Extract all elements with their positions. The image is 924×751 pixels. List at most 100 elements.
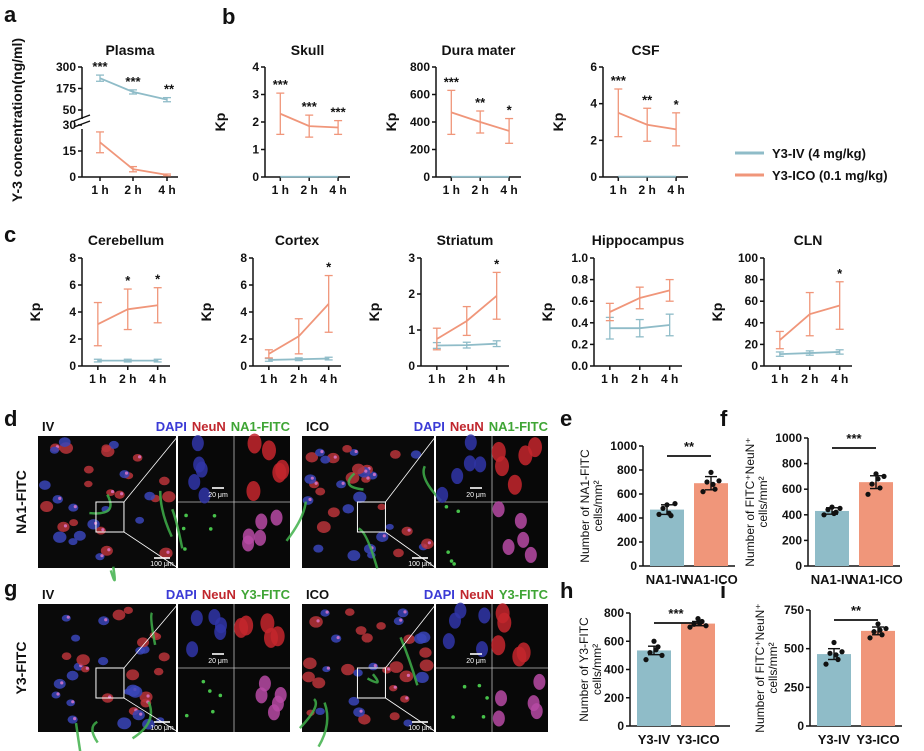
y-tick-label: 800 (604, 606, 624, 620)
chart-title: CLN (794, 232, 823, 248)
y-tick-label: 400 (604, 663, 624, 677)
chart-skull: Skull 0 1 2 3 4 1 h 2 h 4 h Kp *** *** *** (212, 42, 350, 197)
data-point (656, 511, 662, 517)
fitc-vessel (285, 501, 308, 542)
zoom-box (95, 501, 125, 533)
cell-nucleus (342, 504, 354, 514)
significance-marker: * (155, 272, 161, 287)
legend: Y3-IV (4 mg/kg) Y3-ICO (0.1 mg/kg) (735, 146, 888, 183)
cell-nucleus (399, 670, 414, 683)
x-tick-label: 2 h (631, 372, 648, 386)
y-tick-label: 4 (69, 305, 76, 319)
y-tick-label: 250 (784, 680, 804, 694)
cell-nucleus (84, 480, 93, 488)
cell-nucleus (347, 550, 361, 561)
y-axis-label: Kp (550, 113, 566, 132)
inset-neun-cell (507, 474, 522, 495)
inset-merge-cell (514, 512, 527, 529)
bar-ico (861, 630, 895, 726)
chart-cortex: Cortex 0 2 4 6 8 1 h 2 h 4 h Kp * (198, 232, 341, 386)
fitc-vessel (91, 720, 99, 744)
y-tick-label: 0.4 (571, 316, 588, 330)
cell-nucleus (95, 526, 106, 535)
cell-nucleus (331, 634, 342, 643)
y-tick-label: 8 (240, 251, 247, 265)
x-tick-label: 4 h (149, 372, 166, 386)
x-tick-label: 4 h (320, 372, 337, 386)
y-tick-label: 6 (69, 278, 76, 292)
cell-marker (326, 666, 330, 670)
y-tick-label: 20 (745, 337, 759, 351)
cell-nucleus (68, 503, 79, 512)
micrograph-iv: 100 μm 20 μm IV NA1-FITC NeuN DAPI (38, 419, 291, 582)
cell-marker (399, 618, 403, 622)
scale-label-main: 100 μm (150, 725, 174, 732)
cell-nucleus (344, 608, 355, 616)
y-tick-label: 1.0 (571, 251, 588, 265)
cell-nucleus (320, 455, 331, 464)
inset-fitc-dot (201, 679, 206, 684)
zoom-line (385, 697, 437, 733)
y-tick-label: 300 (56, 60, 76, 74)
y-axis-label: cells/mm² (591, 480, 605, 531)
cell-nucleus (415, 671, 429, 684)
cell-nucleus (135, 516, 145, 524)
y-tick-label: 0 (252, 170, 259, 184)
micrograph-iv: 100 μm 20 μm IV Y3-FITC NeuN DAPI (38, 587, 291, 751)
significance-marker: *** (92, 59, 108, 74)
data-point (687, 624, 693, 630)
cell-nucleus (66, 670, 79, 681)
y-tick-label: 200 (782, 533, 802, 547)
y-tick-label: 2 (590, 133, 597, 147)
zoom-box (356, 501, 386, 533)
x-tick-label: 1 h (443, 183, 460, 197)
cell-nucleus (68, 538, 78, 546)
cell-marker (60, 681, 64, 685)
cell-marker (139, 712, 143, 716)
y-tick-label: 1 (252, 143, 259, 157)
zoom-box (356, 667, 386, 699)
significance-marker: * (326, 260, 332, 275)
x-tick-label: 2 h (472, 183, 489, 197)
cell-nucleus (159, 547, 173, 559)
inset-fitc-dot (184, 713, 189, 718)
y-tick-label: 200 (617, 535, 637, 549)
zoom-line (123, 603, 179, 669)
cell-nucleus (316, 521, 331, 533)
inset-neun-cell (260, 613, 275, 634)
x-tick-label: 4 h (329, 183, 346, 197)
cell-nucleus (137, 637, 150, 648)
y-tick-label: 0 (69, 359, 76, 373)
cell-nucleus (305, 452, 319, 463)
data-point (871, 629, 877, 635)
panel-label-e: e (560, 406, 573, 431)
scale-label-inset: 20 μm (466, 658, 486, 665)
x-tick-label: Y3-ICO (856, 732, 899, 747)
scale-label-inset: 20 μm (208, 492, 228, 499)
inset-dapi-cell (464, 434, 477, 451)
cell-nucleus (114, 490, 125, 499)
cell-nucleus (341, 663, 355, 676)
axis-break-mark (73, 114, 91, 128)
cell-nucleus (376, 531, 389, 542)
inset-merge-cell (274, 686, 287, 703)
y-tick-label: 0 (240, 359, 247, 373)
y-axis-label: cells/mm² (756, 476, 770, 527)
inset-dapi-cell (190, 610, 203, 627)
panel-label-b: b (222, 4, 236, 29)
inset-merge-cell (502, 539, 515, 556)
x-tick-label: Y3-IV (818, 732, 851, 747)
inset-fitc-dot (456, 509, 461, 514)
inset-merge-cell (267, 704, 280, 721)
cell-marker (387, 667, 391, 671)
cell-nucleus (87, 519, 100, 530)
inset-fitc-dot (211, 709, 215, 714)
cell-nucleus (49, 446, 60, 454)
inset-merge-cell (524, 546, 537, 563)
inset-fitc-dot (444, 504, 449, 509)
inset-merge-cell (254, 529, 267, 546)
inset-fitc-dot (451, 715, 455, 719)
x-tick-label: 4 h (667, 183, 684, 197)
